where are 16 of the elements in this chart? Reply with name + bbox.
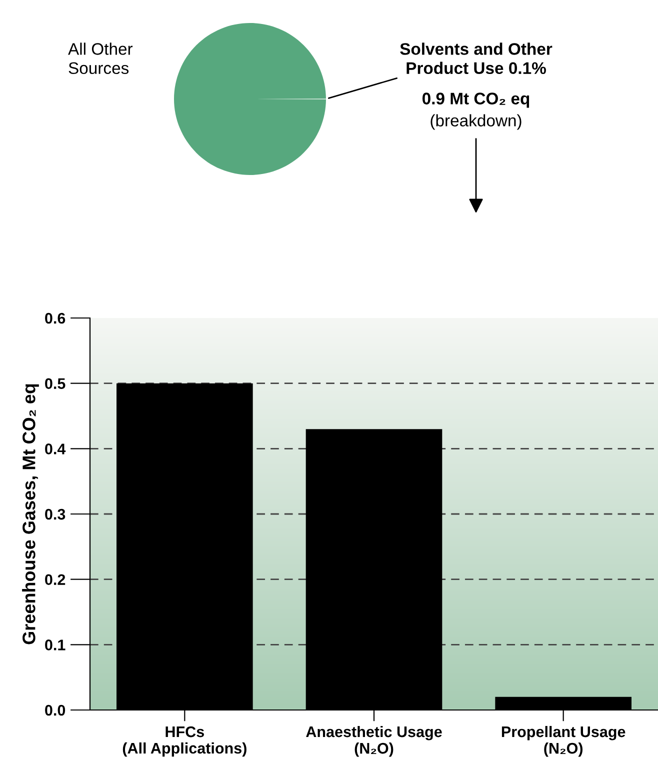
- text: 0.9 Mt CO₂ eq: [422, 92, 530, 108]
- y-tick-label: 0.4: [45, 444, 66, 454]
- y-tick-label: 0.1: [45, 640, 66, 650]
- slice-label: All Other Sources: [68, 42, 133, 74]
- y-tick-label: 0.0: [45, 704, 66, 716]
- pie-slice: [174, 23, 326, 175]
- y-axis-title: Greenhouse Gases, Mt CO₂ eq: [22, 384, 39, 644]
- y-tick-label: 0.6: [45, 312, 66, 324]
- x-tick-label: Anaesthetic Usage (N₂O): [306, 726, 442, 757]
- x-tick-label: Propellant Usage (N₂O): [502, 726, 626, 757]
- x-tick-label: HFCs (All Applications): [122, 726, 246, 757]
- y-tick-label: 0.3: [45, 508, 66, 520]
- y-tick-label: 0.5: [45, 378, 66, 390]
- slice-label: Solvents and Other Product Use 0.1%: [400, 42, 552, 74]
- y-tick-label: 0.2: [45, 574, 66, 586]
- text: (breakdown): [430, 114, 522, 130]
